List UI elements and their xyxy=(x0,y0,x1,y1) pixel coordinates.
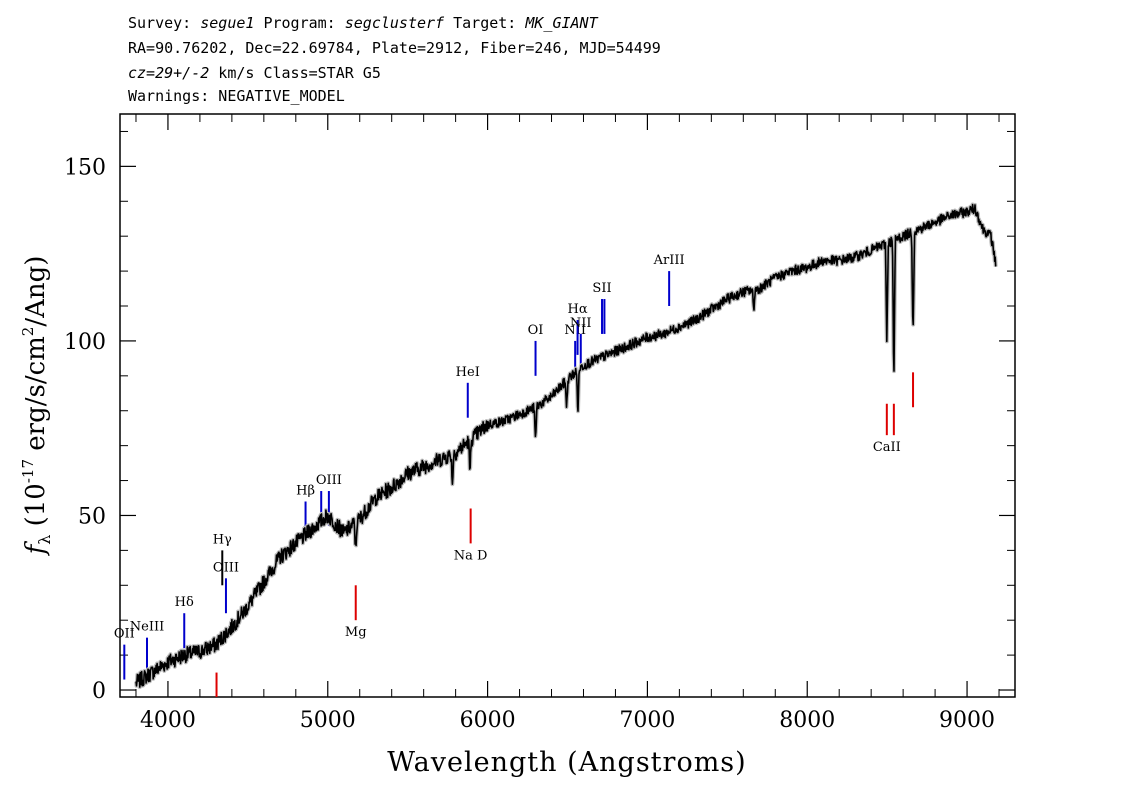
y-tick-label: 150 xyxy=(64,155,106,180)
spectrum-error-band xyxy=(134,202,998,690)
spectral-line-label: ArIII xyxy=(653,253,685,268)
target-label: Target: xyxy=(444,14,526,32)
spectral-line-label: OIII xyxy=(316,473,342,488)
spectrum-line xyxy=(135,203,997,688)
x-tick-label: 4000 xyxy=(140,708,196,733)
y-axis-title: fλ (10-17 erg/s/cm2/Ang) xyxy=(19,256,54,557)
spectral-line-label: Hγ xyxy=(213,532,232,547)
spectral-line-label: OII xyxy=(114,627,135,642)
spectral-line-label: Hβ xyxy=(296,484,315,499)
program-value: segclusterf xyxy=(344,14,445,32)
x-axis-title: Wavelength (Angstroms) xyxy=(387,747,746,778)
header-line-3: cz=29+/-2 km/s Class=STAR G5 xyxy=(128,64,381,82)
y-tick-label: 50 xyxy=(78,504,106,529)
x-tick-label: 9000 xyxy=(939,708,995,733)
spectral-line-label: Na D xyxy=(454,548,488,563)
header-line-4: Warnings: NEGATIVE_MODEL xyxy=(128,87,345,105)
spectral-line-label: Mg xyxy=(345,625,367,640)
x-tick-label: 8000 xyxy=(779,708,835,733)
spectral-line-label: NeIII xyxy=(130,620,164,635)
spectral-line-label: OIII xyxy=(213,560,239,575)
header-line-1: Survey: segue1 Program: segclusterf Targ… xyxy=(128,14,598,32)
x-tick-label: 6000 xyxy=(460,708,516,733)
spectral-line-label: HeI xyxy=(456,365,480,380)
y-tick-label: 0 xyxy=(92,679,106,704)
y-tick-label: 100 xyxy=(64,330,106,355)
class-value: km/s Class=STAR G5 xyxy=(209,64,381,82)
spectral-line-label: SII xyxy=(592,281,611,296)
program-label: Program: xyxy=(254,14,345,32)
spectral-line-label: NII xyxy=(570,316,592,331)
x-tick-label: 7000 xyxy=(619,708,675,733)
target-value: MK_GIANT xyxy=(525,14,598,32)
spectral-line-label: Hδ xyxy=(175,595,194,610)
survey-value: segue1 xyxy=(200,14,255,32)
survey-label: Survey: xyxy=(128,14,201,32)
plot-frame xyxy=(119,113,1016,698)
axes-frame: 4000 5000 6000 7000 8000 9000 0 50 100 150 xyxy=(64,113,1016,733)
spectral-line-label: Hα xyxy=(568,302,588,317)
spectral-line-label: CaII xyxy=(873,440,901,455)
x-tick-label: 5000 xyxy=(300,708,356,733)
header-line-2: RA=90.76202, Dec=22.69784, Plate=2912, F… xyxy=(128,39,661,57)
spectral-line-label: OI xyxy=(528,323,544,338)
redshift-value: cz=29+/-2 xyxy=(128,64,210,82)
spectrum-series xyxy=(134,202,998,690)
